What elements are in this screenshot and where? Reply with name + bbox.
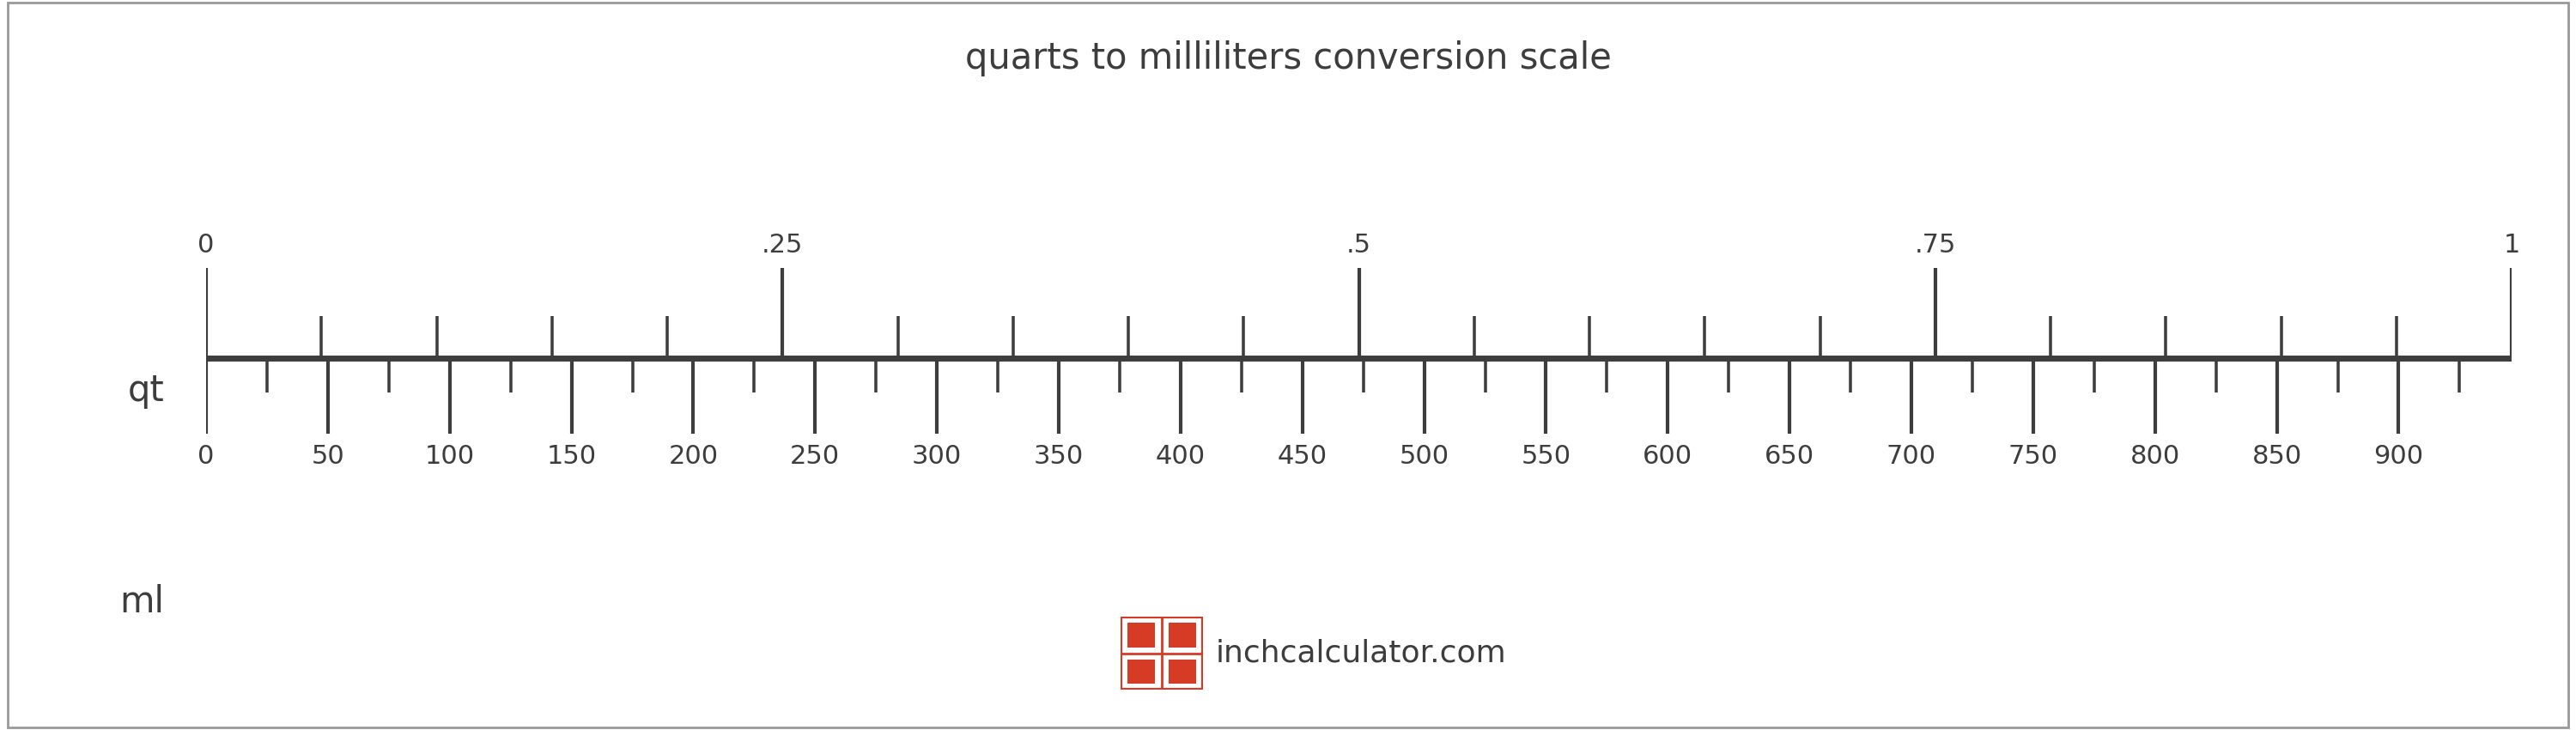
Text: 0: 0: [198, 233, 214, 258]
Text: 550: 550: [1520, 444, 1571, 469]
Text: 0: 0: [198, 444, 214, 469]
Text: 450: 450: [1278, 444, 1327, 469]
Bar: [1170, 623, 1195, 648]
Bar: [1170, 659, 1195, 684]
Text: 700: 700: [1886, 444, 1937, 469]
Text: 150: 150: [546, 444, 598, 469]
Text: inchcalculator.com: inchcalculator.com: [1216, 639, 1507, 668]
Text: 650: 650: [1765, 444, 1814, 469]
Text: .5: .5: [1347, 233, 1370, 258]
Text: 50: 50: [312, 444, 345, 469]
Text: 350: 350: [1033, 444, 1084, 469]
Text: 250: 250: [791, 444, 840, 469]
Text: 600: 600: [1643, 444, 1692, 469]
Text: 300: 300: [912, 444, 961, 469]
Text: .75: .75: [1914, 233, 1955, 258]
Bar: [1128, 623, 1154, 648]
Text: ml: ml: [121, 584, 165, 620]
Text: qt: qt: [129, 373, 165, 409]
Text: 1: 1: [2504, 233, 2519, 258]
Text: 800: 800: [2130, 444, 2179, 469]
Text: 100: 100: [425, 444, 474, 469]
Text: 200: 200: [667, 444, 719, 469]
Text: .25: .25: [762, 233, 804, 258]
Text: 850: 850: [2251, 444, 2303, 469]
Text: 900: 900: [2372, 444, 2424, 469]
Text: quarts to milliliters conversion scale: quarts to milliliters conversion scale: [966, 40, 1610, 76]
Text: 400: 400: [1157, 444, 1206, 469]
Text: 500: 500: [1399, 444, 1450, 469]
Bar: [1128, 659, 1154, 684]
Text: 750: 750: [2009, 444, 2058, 469]
